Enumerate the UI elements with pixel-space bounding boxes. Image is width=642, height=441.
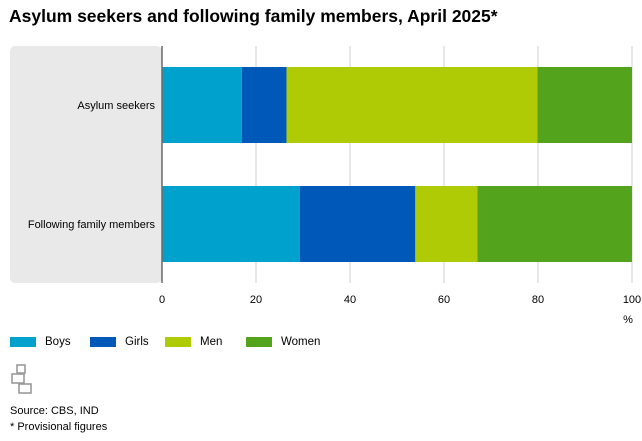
bar-boys-1 [162, 67, 242, 143]
legend-label-boys: Boys [45, 336, 71, 348]
cbs-logo [11, 364, 33, 399]
category-label-2: Following family members [28, 219, 156, 231]
chart-plot: Asylum seekers Following family members 0… [10, 46, 641, 326]
x-unit-label: % [623, 314, 633, 326]
x-tick-labels: 0 20 40 60 80 100 [159, 294, 641, 306]
legend-swatch-girls [90, 337, 116, 347]
bar-women-1 [537, 67, 632, 143]
x-tick-0: 0 [159, 294, 165, 306]
x-tick-80: 80 [532, 294, 544, 306]
legend-label-girls: Girls [125, 336, 149, 348]
legend-label-women: Women [281, 336, 321, 348]
bar-boys-2 [162, 186, 300, 262]
footer: Source: CBS, IND * Provisional figures [10, 403, 107, 435]
provisional-note: * Provisional figures [10, 421, 108, 433]
bar-women-2 [477, 186, 632, 262]
legend-swatch-men [165, 337, 191, 347]
category-panel [10, 46, 162, 283]
bar-girls-2 [299, 186, 416, 262]
legend-label-men: Men [200, 336, 223, 348]
legend-item-boys: Boys [10, 334, 71, 350]
legend-swatch-boys [10, 337, 36, 347]
x-tick-60: 60 [438, 294, 450, 306]
x-tick-20: 20 [250, 294, 262, 306]
x-tick-40: 40 [344, 294, 356, 306]
bars [162, 67, 632, 262]
chart-title: Asylum seekers and following family memb… [9, 6, 498, 26]
legend-item-men: Men [165, 334, 222, 350]
category-labels: Asylum seekers Following family members [28, 100, 156, 231]
legend-swatch-women [246, 337, 272, 347]
bar-girls-1 [241, 67, 287, 143]
bar-men-2 [415, 186, 478, 262]
bar-men-1 [286, 67, 538, 143]
x-tick-100: 100 [623, 294, 641, 306]
source-text: Source: CBS, IND [10, 405, 99, 417]
category-label-1: Asylum seekers [77, 100, 155, 112]
legend-item-women: Women [246, 334, 320, 350]
legend-item-girls: Girls [90, 334, 149, 350]
